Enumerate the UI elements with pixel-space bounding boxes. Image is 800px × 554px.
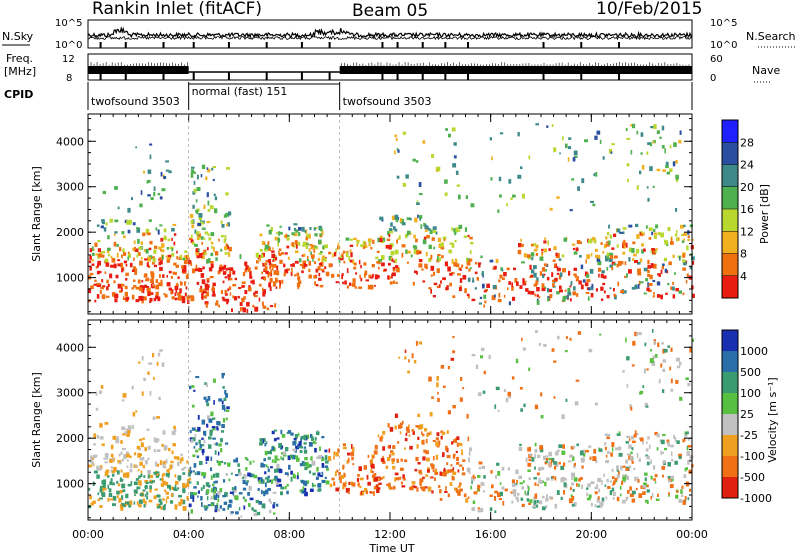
x-tick-label: 16:00 (475, 528, 507, 541)
velocity-colorbar-tick: 25 (740, 408, 754, 421)
velocity-panel: 1000 2000 3000 4000 Slant Range [km] 1000 50… (30, 319, 779, 521)
velocity-colorbar-tick: 1000 (740, 345, 768, 358)
nsky-tick-top: 10^5 (55, 18, 82, 29)
x-tick-label: 00:00 (676, 528, 708, 541)
x-axis-label: Time UT (368, 542, 414, 554)
freq-unit: [MHz] (4, 65, 36, 78)
y-tick-label: 4000 (56, 341, 84, 354)
station-title: Rankin Inlet (fitACF) (92, 0, 262, 19)
beam-title: Beam 05 (352, 1, 428, 21)
nsky-panel: N.Sky 10^5 10^0 10^5 10^0 N.Search (2, 18, 796, 51)
time-x-axis: 00:00 04:00 08:00 12:00 16:00 20:00 00:00 (72, 114, 708, 541)
velocity-ylabel: Slant Range [km] (30, 372, 43, 468)
nsky-trace (87, 25, 693, 48)
cpid-segment-label: twofsound 3503 (343, 95, 432, 108)
power-colorbar-tick: 16 (740, 203, 754, 216)
x-tick-label: 08:00 (273, 528, 305, 541)
power-ylabel: Slant Range [km] (30, 166, 43, 262)
velocity-data (88, 329, 694, 518)
y-tick-label: 1000 (56, 478, 84, 491)
power-colorbar-tick: 12 (740, 225, 754, 238)
x-tick-label: 20:00 (575, 528, 607, 541)
cpid-segment-label: normal (fast) 151 (192, 85, 288, 98)
power-colorbar-tick: 24 (740, 159, 754, 172)
velocity-y-axis: 1000 2000 3000 4000 (56, 324, 692, 519)
power-panel: 1000 2000 3000 4000 Slant Range [km] 4 8 12 16… (30, 113, 771, 315)
nave-tick-top: 60 (710, 54, 723, 65)
nave-label: Nave (752, 64, 780, 77)
velocity-colorbar-tick: 500 (740, 366, 761, 379)
y-tick-label: 3000 (56, 387, 84, 400)
nsearch-label: N.Search (746, 30, 796, 43)
velocity-colorbar: 1000 500 100 25 -25 -100 -500 -1000 (721, 329, 772, 505)
velocity-colorbar-label: Velocity [m s⁻¹] (766, 377, 779, 462)
x-tick-label: 04:00 (173, 528, 205, 541)
power-colorbar-label: Power [dB] (758, 184, 771, 244)
y-tick-label: 1000 (56, 272, 84, 285)
power-colorbar: 4 8 12 16 20 24 28 (721, 119, 754, 299)
freq-label: Freq. (6, 52, 33, 65)
freq-tick-top: 12 (62, 54, 75, 65)
cpid-segment-label: twofsound 3503 (91, 95, 180, 108)
velocity-colorbar-tick: -100 (740, 450, 765, 463)
power-colorbar-tick: 28 (740, 136, 754, 149)
power-data (88, 123, 695, 313)
y-tick-label: 2000 (56, 432, 84, 445)
y-tick-label: 4000 (56, 135, 84, 148)
date-title: 10/Feb/2015 (596, 0, 702, 19)
nsky-tick-bottom: 10^0 (55, 40, 82, 51)
velocity-colorbar-tick: -500 (740, 471, 765, 484)
power-colorbar-tick: 8 (740, 248, 747, 261)
velocity-colorbar-tick: 100 (740, 387, 761, 400)
nave-tick-bottom: 0 (710, 73, 716, 84)
nsky-label: N.Sky (2, 30, 34, 43)
power-colorbar-tick: 4 (740, 270, 747, 283)
freq-trace (87, 62, 692, 80)
y-tick-label: 2000 (56, 226, 84, 239)
velocity-colorbar-tick: -25 (740, 429, 758, 442)
y-tick-label: 3000 (56, 181, 84, 194)
nsearch-tick-bottom: 10^0 (710, 40, 737, 51)
freq-panel: Freq. [MHz] 12 8 60 0 Nave (4, 52, 780, 84)
x-tick-label: 12:00 (374, 528, 406, 541)
power-colorbar-tick: 20 (740, 181, 754, 194)
power-y-axis: 1000 2000 3000 4000 (56, 118, 692, 313)
nsearch-tick-top: 10^5 (710, 18, 737, 29)
cpid-segments: twofsound 3503 normal (fast) 151 twofsound… (87, 82, 693, 110)
velocity-colorbar-tick: -1000 (740, 492, 772, 505)
x-tick-label: 00:00 (72, 528, 104, 541)
freq-tick-bottom: 8 (66, 73, 72, 84)
cpid-label: CPID (4, 88, 33, 101)
